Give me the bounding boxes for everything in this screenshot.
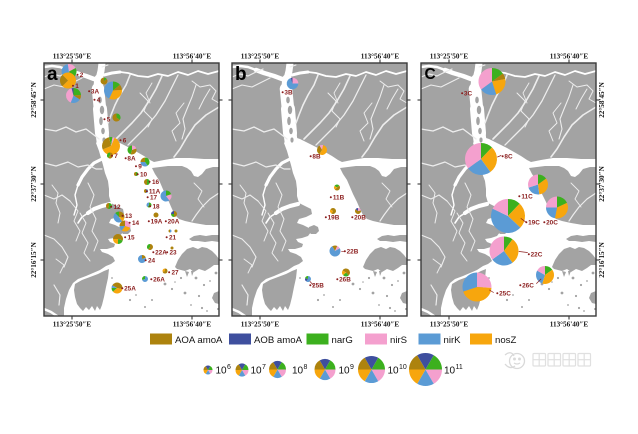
svg-text:15: 15 xyxy=(127,235,135,242)
svg-text:3B: 3B xyxy=(284,90,293,97)
svg-text:10: 10 xyxy=(388,366,400,377)
svg-text:22°37'30″N: 22°37'30″N xyxy=(598,165,606,201)
svg-text:21: 21 xyxy=(169,235,177,242)
svg-text:10: 10 xyxy=(444,366,456,377)
svg-text:113°56'40″E: 113°56'40″E xyxy=(361,53,400,61)
svg-text:6: 6 xyxy=(227,364,231,371)
svg-text:22C: 22C xyxy=(531,252,543,259)
svg-text:6: 6 xyxy=(123,138,127,145)
svg-text:narG: narG xyxy=(332,335,353,346)
svg-text:13: 13 xyxy=(125,213,133,220)
svg-text:10: 10 xyxy=(251,366,263,377)
svg-text:7: 7 xyxy=(114,153,118,160)
svg-text:26C: 26C xyxy=(522,283,534,290)
svg-text:25C: 25C xyxy=(499,291,511,298)
svg-text:8: 8 xyxy=(304,364,308,371)
svg-text:19B: 19B xyxy=(328,215,340,222)
svg-text:10: 10 xyxy=(140,172,148,179)
svg-text:8C: 8C xyxy=(504,154,513,161)
svg-text:22°37'30″N: 22°37'30″N xyxy=(30,165,38,201)
svg-text:23: 23 xyxy=(169,250,177,257)
svg-text:nirK: nirK xyxy=(444,335,462,346)
svg-text:8A: 8A xyxy=(127,156,136,163)
svg-text:18: 18 xyxy=(152,204,160,211)
svg-text:nosZ: nosZ xyxy=(495,335,516,346)
svg-text:19C: 19C xyxy=(528,220,540,227)
svg-text:22°58'45″N: 22°58'45″N xyxy=(30,81,38,117)
svg-text:22°16'15″N: 22°16'15″N xyxy=(30,241,38,277)
svg-text:17: 17 xyxy=(150,195,158,202)
svg-text:AOA amoA: AOA amoA xyxy=(175,335,223,346)
svg-text:9: 9 xyxy=(138,164,142,171)
svg-text:113°25'50″E: 113°25'50″E xyxy=(53,321,92,329)
svg-text:20B: 20B xyxy=(354,215,366,222)
svg-text:11C: 11C xyxy=(521,194,533,201)
svg-text:10: 10 xyxy=(216,366,228,377)
svg-text:20A: 20A xyxy=(168,219,180,226)
svg-text:113°56'40″E: 113°56'40″E xyxy=(361,321,400,329)
svg-text:11A: 11A xyxy=(149,189,161,196)
svg-text:22°16'15″N: 22°16'15″N xyxy=(598,241,606,277)
svg-text:a: a xyxy=(47,64,58,85)
svg-text:9: 9 xyxy=(350,364,354,371)
svg-text:25A: 25A xyxy=(124,286,136,293)
svg-text:26B: 26B xyxy=(339,277,351,284)
svg-text:12: 12 xyxy=(113,204,121,211)
svg-text:113°56'40″E: 113°56'40″E xyxy=(173,53,212,61)
svg-text:11: 11 xyxy=(456,364,463,371)
svg-text:27: 27 xyxy=(171,270,179,277)
svg-text:2: 2 xyxy=(80,72,84,79)
svg-text:22A: 22A xyxy=(155,250,167,257)
svg-text:11B: 11B xyxy=(333,195,345,202)
svg-text:22°58'45″N: 22°58'45″N xyxy=(598,81,606,117)
svg-text:14: 14 xyxy=(132,220,140,227)
svg-text:C: C xyxy=(425,66,436,83)
svg-text:22B: 22B xyxy=(347,249,359,256)
svg-text:3C: 3C xyxy=(464,91,473,98)
svg-text:AOB amoA: AOB amoA xyxy=(254,335,303,346)
svg-text:b: b xyxy=(235,64,247,85)
svg-text:113°25'50″E: 113°25'50″E xyxy=(241,321,280,329)
svg-text:24: 24 xyxy=(148,258,156,265)
svg-text:113°25'50″E: 113°25'50″E xyxy=(241,53,280,61)
svg-text:1: 1 xyxy=(75,83,79,90)
svg-text:4: 4 xyxy=(97,97,101,104)
svg-text:26A: 26A xyxy=(153,277,165,284)
svg-text:113°56'40″E: 113°56'40″E xyxy=(550,53,589,61)
svg-text:10: 10 xyxy=(399,364,407,371)
svg-text:113°25'50″E: 113°25'50″E xyxy=(430,321,469,329)
svg-text:7: 7 xyxy=(262,364,266,371)
svg-text:25B: 25B xyxy=(312,283,324,290)
svg-text:113°25'50″E: 113°25'50″E xyxy=(430,53,469,61)
svg-text:10: 10 xyxy=(339,366,351,377)
svg-text:113°56'40″E: 113°56'40″E xyxy=(173,321,212,329)
svg-text:16: 16 xyxy=(152,179,160,186)
svg-text:19A: 19A xyxy=(151,219,163,226)
svg-text:20C: 20C xyxy=(546,220,558,227)
svg-text:3A: 3A xyxy=(91,89,100,96)
svg-text:nirS: nirS xyxy=(390,335,407,346)
svg-text:113°25'50″E: 113°25'50″E xyxy=(53,53,92,61)
svg-text:113°56'40″E: 113°56'40″E xyxy=(550,321,589,329)
svg-text:5: 5 xyxy=(107,117,111,124)
svg-text:8B: 8B xyxy=(312,154,321,161)
svg-text:10: 10 xyxy=(292,366,304,377)
